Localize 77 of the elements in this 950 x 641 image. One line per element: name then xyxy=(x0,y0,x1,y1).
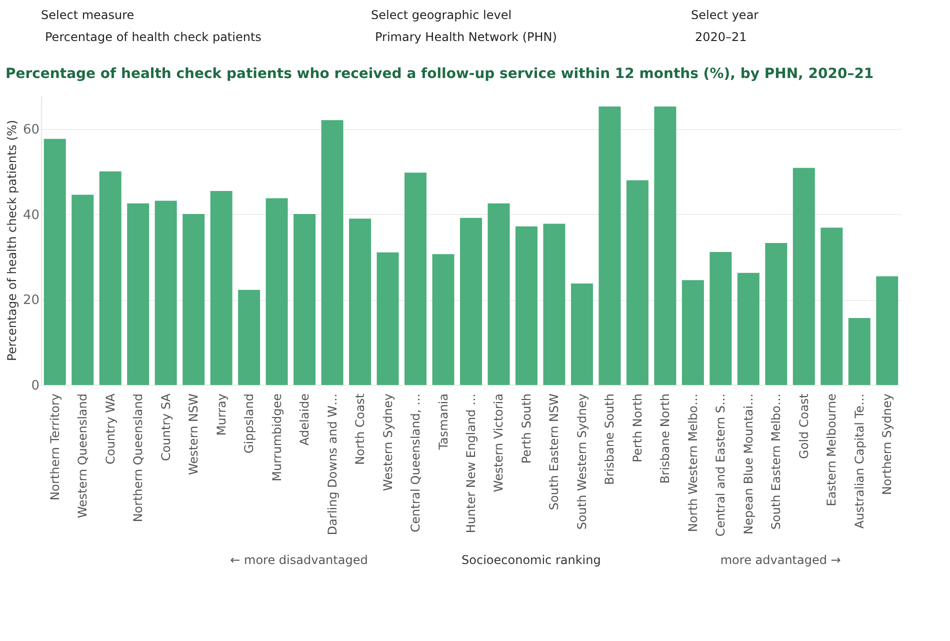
bar xyxy=(72,194,94,385)
y-axis-title: Percentage of health check patients (%) xyxy=(4,120,19,361)
bar xyxy=(376,252,399,385)
y-tick-label: 0 xyxy=(31,378,40,394)
y-tick-label: 40 xyxy=(22,208,40,223)
bar xyxy=(876,276,898,385)
x-tick-label: South Eastern Melbo… xyxy=(769,394,784,530)
x-tick-label: Nepean Blue Mountai… xyxy=(741,394,756,534)
x-tick-label: Murray xyxy=(214,394,228,436)
x-axis-title: Socioeconomic ranking xyxy=(462,553,601,567)
x-tick-label: North Coast xyxy=(353,393,368,465)
x-tick-label: Central Queensland, … xyxy=(408,394,423,532)
text: more advantaged → xyxy=(720,553,841,567)
bar xyxy=(848,318,870,385)
text: 2020–21 xyxy=(695,30,747,44)
x-tick-label: North Western Melbo… xyxy=(686,394,700,532)
x-tick-label: Northern Territory xyxy=(48,394,62,500)
x-tick-label: Tasmania xyxy=(436,394,450,451)
bar xyxy=(626,180,648,385)
bar xyxy=(349,218,372,385)
bar xyxy=(710,252,732,385)
bar xyxy=(44,138,66,385)
x-tick-label: Country WA xyxy=(103,392,118,464)
text: Select geographic level xyxy=(371,8,512,22)
bar xyxy=(460,218,482,385)
y-tick-label: 60 xyxy=(22,122,40,138)
x-tick-label: Perth North xyxy=(630,394,644,462)
x-tick-label: Northern Queensland xyxy=(131,394,146,522)
x-tick-label: Perth South xyxy=(519,394,534,464)
bar xyxy=(765,242,788,385)
bar xyxy=(737,272,760,385)
x-tick-label: Western Victoria xyxy=(492,394,506,492)
bar xyxy=(154,200,177,385)
text: Primary Health Network (PHN) xyxy=(375,30,557,44)
x-tick-label: Gold Coast xyxy=(796,393,811,459)
bar xyxy=(321,120,344,385)
x-tick-label: South Eastern NSW xyxy=(547,393,562,510)
bar xyxy=(294,214,316,385)
x-tick-label: Western Sydney xyxy=(380,394,395,491)
x-tick-label: Western NSW xyxy=(186,393,201,475)
bar xyxy=(515,226,538,385)
x-tick-label: Hunter New England … xyxy=(464,394,478,534)
bar xyxy=(570,284,593,385)
x-tick-label: South Western Sydney xyxy=(574,394,589,530)
text: ← more disadvantaged xyxy=(230,553,368,567)
bar xyxy=(488,203,510,385)
x-tick-label: Central and Eastern S… xyxy=(714,394,728,536)
x-tick-label: Country SA xyxy=(158,392,173,462)
bar xyxy=(404,172,427,385)
bar xyxy=(432,254,454,385)
x-tick-label: Darling Downs and W… xyxy=(325,394,340,536)
text: Select year xyxy=(691,8,759,22)
x-tick-label: Northern Sydney xyxy=(880,394,894,496)
text: Percentage of health check patients xyxy=(45,30,262,44)
bar xyxy=(543,224,566,385)
bar xyxy=(792,168,815,385)
x-tick-label: Western Queensland xyxy=(76,394,90,518)
bar xyxy=(182,214,205,385)
x-tick-label: Eastern Melbourne xyxy=(824,394,839,506)
bar xyxy=(266,198,288,385)
bar xyxy=(210,190,232,385)
text: Select measure xyxy=(41,8,134,22)
y-tick-label: 20 xyxy=(22,293,40,308)
x-tick-label: Brisbane South xyxy=(602,394,617,485)
x-tick-label: Gippsland xyxy=(242,394,256,454)
bar xyxy=(127,203,150,385)
x-tick-label: Australian Capital Te… xyxy=(852,394,866,529)
bar xyxy=(682,280,704,385)
bar xyxy=(598,106,621,385)
x-tick-label: Murrumbidgee xyxy=(270,394,284,482)
bar xyxy=(654,106,676,385)
chart-title: Percentage of health check patients who received a follow-up service within 12 months (%), by PHN, 2020–21 xyxy=(5,66,874,82)
bar xyxy=(820,228,843,385)
bar xyxy=(238,290,260,385)
bar xyxy=(99,171,122,385)
x-tick-label: Adelaide xyxy=(298,394,312,446)
x-tick-label: Brisbane North xyxy=(658,394,672,484)
